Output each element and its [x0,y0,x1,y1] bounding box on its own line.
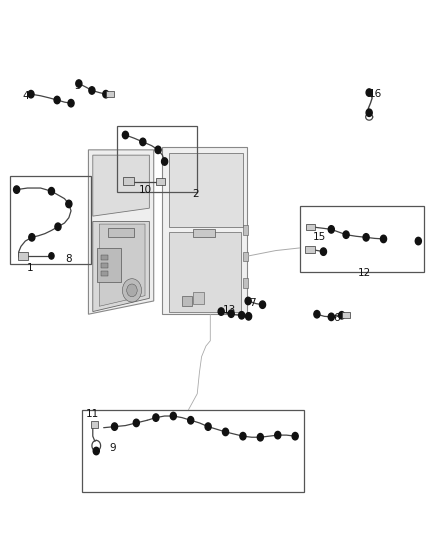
Circle shape [140,138,146,146]
Bar [101,263,109,268]
Circle shape [275,431,281,439]
Circle shape [415,237,421,245]
Bar [193,292,204,304]
Circle shape [257,433,263,441]
Circle shape [366,89,372,96]
Circle shape [49,253,54,259]
Text: 4: 4 [22,91,28,101]
Circle shape [14,186,20,193]
Bar [182,296,191,306]
Bar [82,410,304,492]
Circle shape [239,312,245,319]
Circle shape [48,188,54,195]
Circle shape [54,96,60,104]
Circle shape [339,312,345,319]
Circle shape [170,413,177,419]
Circle shape [366,109,372,116]
Bar [10,176,91,264]
Circle shape [292,432,298,440]
Text: 6: 6 [333,313,340,324]
Circle shape [328,313,334,320]
Polygon shape [99,224,145,306]
Bar [243,252,248,261]
Text: 13: 13 [223,305,236,315]
Bar [18,252,28,260]
Circle shape [103,91,109,98]
Bar [300,206,424,272]
Circle shape [223,428,229,435]
Circle shape [28,91,34,98]
Bar [108,228,134,237]
Text: 10: 10 [138,184,152,195]
Text: 2: 2 [192,189,198,199]
Circle shape [68,100,74,107]
Circle shape [155,146,161,154]
Text: 9: 9 [109,443,116,453]
Circle shape [328,225,334,233]
Bar [193,229,215,237]
Circle shape [363,233,369,241]
Text: 12: 12 [358,269,371,278]
Circle shape [66,200,72,208]
Circle shape [314,311,320,318]
Circle shape [122,279,141,302]
Circle shape [162,158,168,165]
Circle shape [187,417,194,424]
Bar [243,225,248,235]
Text: 1: 1 [26,263,33,273]
Polygon shape [169,152,243,227]
Circle shape [112,423,117,430]
Bar [117,126,197,192]
Text: 16: 16 [369,89,382,99]
Circle shape [133,419,139,426]
Bar [169,232,241,312]
Text: 7: 7 [249,297,256,308]
Text: 15: 15 [312,232,326,243]
Circle shape [29,233,35,241]
Bar [101,271,109,276]
Circle shape [153,414,159,421]
Circle shape [205,423,211,430]
Circle shape [218,308,224,316]
Bar [342,312,350,318]
Circle shape [246,313,252,320]
Circle shape [321,248,326,255]
Bar [106,91,114,97]
Circle shape [228,310,234,317]
Circle shape [245,297,251,305]
Polygon shape [93,221,149,312]
Circle shape [343,231,349,238]
Circle shape [76,80,82,87]
Circle shape [381,235,387,243]
Bar [243,278,248,288]
Text: 11: 11 [86,409,99,419]
Bar [91,421,99,427]
Bar [306,223,315,230]
Bar [123,177,134,185]
Polygon shape [88,150,154,314]
Polygon shape [93,155,149,216]
Text: 8: 8 [66,254,72,263]
Circle shape [93,447,99,455]
Circle shape [89,87,95,94]
Bar [305,246,315,253]
Bar [97,248,121,282]
Circle shape [240,432,246,440]
Polygon shape [162,147,247,314]
Text: 5: 5 [74,81,81,91]
Circle shape [55,223,61,230]
Circle shape [122,131,128,139]
Bar [156,178,166,185]
Circle shape [259,301,265,309]
Bar [101,255,109,260]
Circle shape [127,284,137,297]
